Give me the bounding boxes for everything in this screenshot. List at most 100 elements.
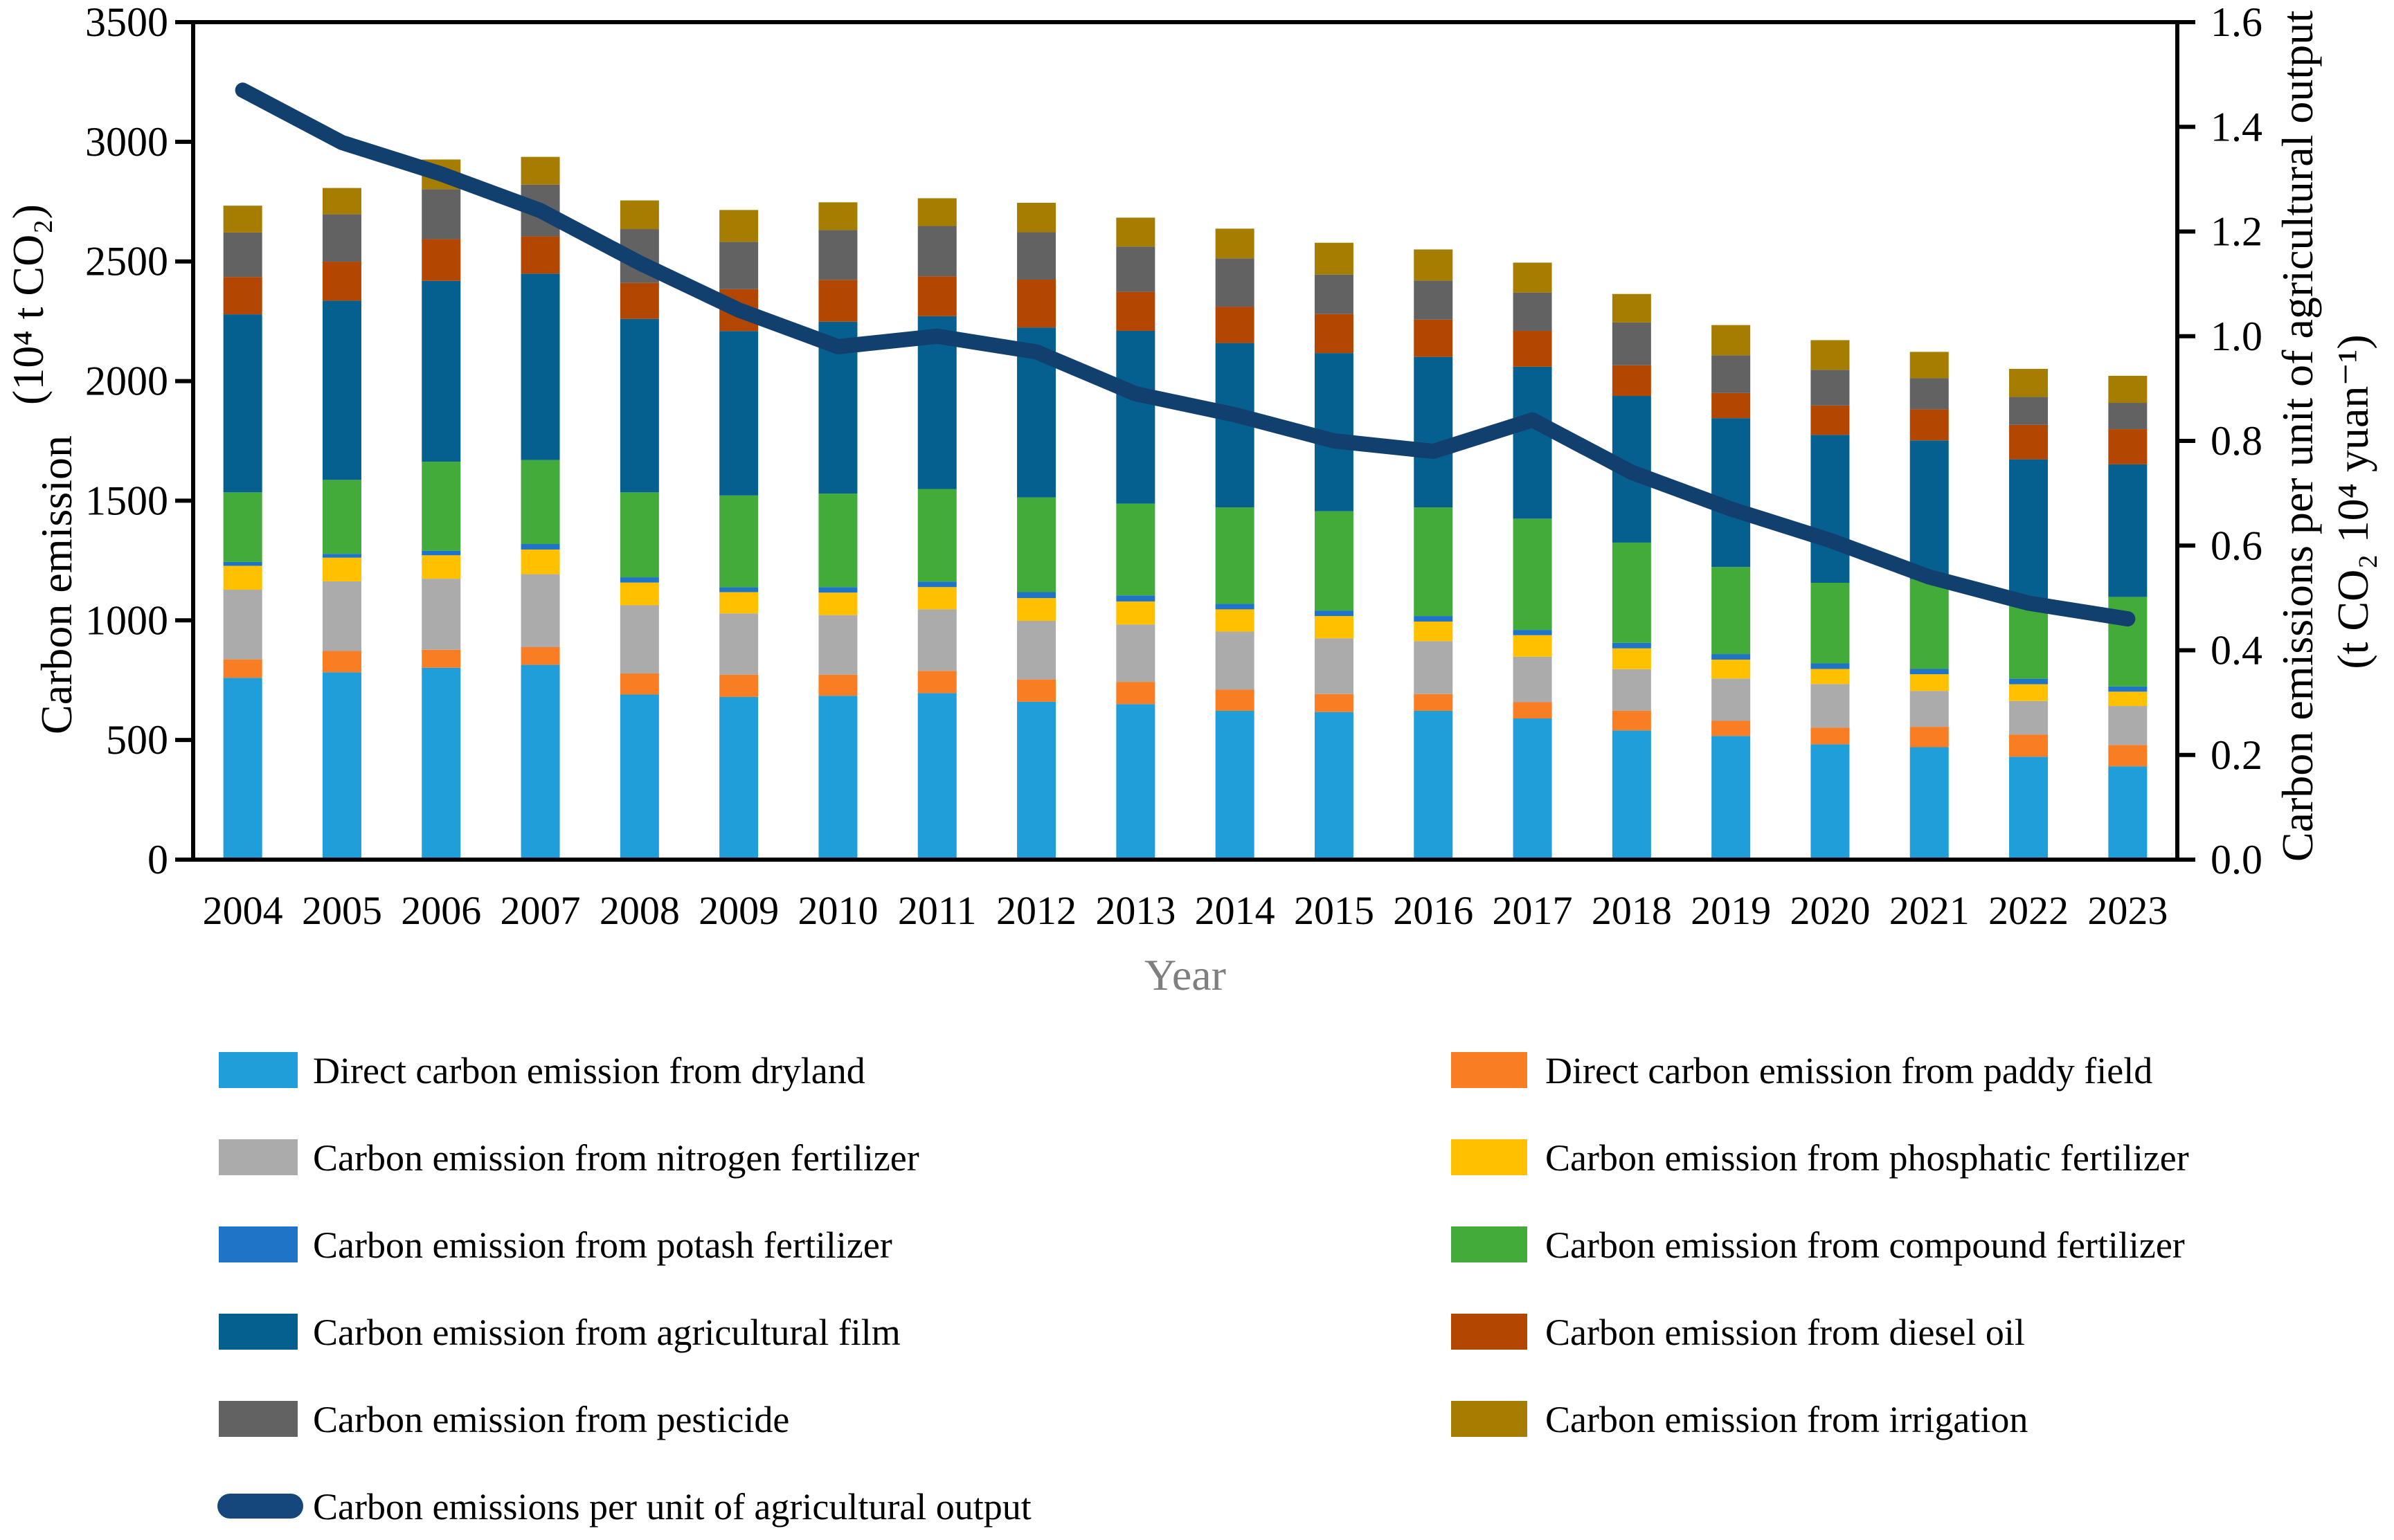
bar-segment-4-2016 [1414,622,1453,642]
legend-label: Carbon emission from agricultural film [313,1312,901,1353]
x-tick-label-2008: 2008 [600,888,680,933]
x-tick-label-2006: 2006 [401,888,481,933]
bar-segment-1-2018 [1612,730,1651,860]
bar-segment-6-2014 [1215,507,1254,604]
bar-segment-2-2021 [1909,727,1949,748]
bar-segment-10-2023 [2108,375,2148,404]
bar-segment-2-2016 [1414,694,1453,711]
x-tick-label-2012: 2012 [996,888,1077,933]
bar-segment-1-2008 [620,694,659,860]
legend-label: Carbon emission from compound fertilizer [1545,1224,2185,1266]
legend-swatch [1451,1314,1527,1350]
bar-segment-9-2019 [1711,355,1751,393]
bar-segment-1-2011 [917,693,957,860]
x-tick-label-2020: 2020 [1790,888,1870,933]
x-axis-title: Year [1144,950,1226,999]
bar-segment-6-2013 [1116,503,1155,596]
bar-segment-8-2017 [1513,330,1552,367]
bar-segment-3-2018 [1612,669,1651,711]
bar-segment-9-2015 [1314,274,1353,314]
x-tick-label-2009: 2009 [699,888,779,933]
bar-segment-6-2016 [1414,507,1453,617]
bar-segment-9-2014 [1215,258,1254,307]
x-tick-label-2019: 2019 [1691,888,1771,933]
legend-swatch [219,1052,298,1088]
x-tick-label-2017: 2017 [1493,888,1573,933]
bar-segment-9-2018 [1612,322,1651,365]
bar-segment-1-2013 [1116,704,1155,860]
plot-area: 0 500 1000 1500 2000 2500 3000 3500 0.0 0.2 0.4 0.6… [85,0,2262,1528]
bar-segment-6-2004 [223,492,262,562]
bar-segment-5-2018 [1612,642,1651,649]
bar-segment-8-2022 [2009,424,2049,460]
bar-segment-2-2006 [422,649,461,668]
left-axis-title: Carbon emission [32,435,81,734]
bar-segment-3-2020 [1810,684,1850,728]
bar-segment-5-2019 [1711,654,1751,660]
bar-segment-3-2005 [322,581,361,651]
bar-segment-9-2016 [1414,280,1453,320]
bar-segment-5-2009 [719,587,759,592]
left-tick-label: 3000 [85,119,168,165]
left-tick-label: 500 [106,717,168,763]
left-axis-unit: (10⁴ t CO₂) [3,204,53,405]
bar-segment-8-2019 [1711,392,1751,419]
legend-label: Carbon emission from potash fertilizer [313,1224,892,1266]
bar-segment-4-2007 [521,549,560,574]
legend-label: Carbon emission from irrigation [1545,1399,2028,1440]
bar-segment-5-2005 [322,554,361,558]
bar-segment-8-2012 [1017,279,1056,328]
bar-segment-10-2017 [1513,262,1552,293]
bar-segment-6-2010 [818,493,858,588]
bar-segment-1-2010 [818,696,858,860]
bar-segment-9-2011 [917,226,957,277]
bar-segment-9-2005 [322,214,361,262]
bar-segment-4-2013 [1116,601,1155,625]
bar-segment-10-2010 [818,202,858,230]
bar-segment-8-2014 [1215,307,1254,343]
bar-segment-6-2022 [2009,604,2049,679]
bar-segment-6-2015 [1314,511,1353,611]
bar-segment-5-2017 [1513,630,1552,635]
bar-segment-10-2008 [620,200,659,230]
bar-segment-4-2014 [1215,609,1254,632]
x-tick-label-2015: 2015 [1294,888,1374,933]
bar-segment-7-2007 [521,273,560,460]
bar-segment-3-2012 [1017,620,1056,680]
bar-segment-8-2006 [422,239,461,281]
bar-segment-2-2010 [818,674,858,696]
bar-segment-3-2017 [1513,656,1552,703]
bar-segment-5-2013 [1116,595,1155,601]
bar-segment-1-2012 [1017,701,1056,860]
bar-segment-10-2020 [1810,340,1850,370]
bar-segment-6-2017 [1513,518,1552,631]
bar-segment-7-2006 [422,280,461,462]
bar-segment-4-2006 [422,555,461,579]
legend-swatch [219,1226,298,1262]
bar-segment-6-2018 [1612,542,1651,643]
bar-segment-3-2019 [1711,678,1751,721]
bar-segment-5-2021 [1909,669,1949,675]
bar-segment-7-2017 [1513,366,1552,519]
bar-segment-3-2009 [719,613,759,675]
bar-segment-2-2014 [1215,689,1254,711]
bar-segment-8-2018 [1612,365,1651,397]
bar-segment-7-2021 [1909,440,1949,579]
left-tick-label: 1500 [85,478,168,523]
x-tick-label-2010: 2010 [798,888,878,933]
right-tick-label: 1.4 [2211,104,2262,150]
bar-segment-1-2007 [521,664,560,860]
bar-segment-4-2022 [2009,684,2049,701]
bar-segment-2-2005 [322,651,361,673]
bar-segment-3-2011 [917,609,957,671]
bar-segment-7-2004 [223,314,262,493]
bar-segment-4-2020 [1810,669,1850,685]
bar-segment-8-2010 [818,280,858,322]
bar-segment-2-2007 [521,647,560,665]
legend-swatch [219,1139,298,1175]
left-tick-label: 2500 [85,239,168,284]
bar-segment-6-2011 [917,489,957,582]
bar-segment-10-2022 [2009,368,2049,397]
bar-segment-4-2012 [1017,598,1056,621]
bar-segment-1-2017 [1513,718,1552,860]
